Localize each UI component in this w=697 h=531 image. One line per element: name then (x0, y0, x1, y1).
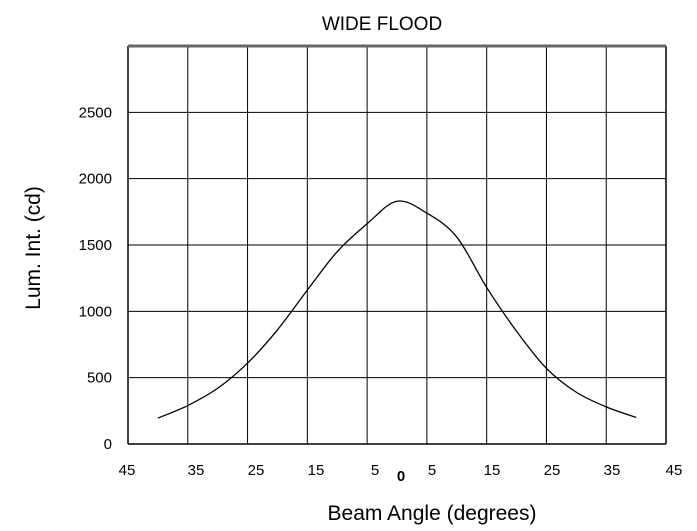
x-tick-label: 45 (666, 462, 683, 479)
y-tick-label: 1500 (79, 237, 112, 254)
series-line (157, 200, 637, 419)
y-tick-label: 500 (87, 370, 112, 387)
x-tick-labels: 45 35 25 15 5 0 5 15 25 35 45 (119, 462, 683, 485)
x-tick-label: 15 (484, 462, 501, 479)
x-tick-label: 5 (428, 462, 436, 479)
x-tick-label: 15 (308, 462, 325, 479)
x-tick-label: 25 (544, 462, 561, 479)
chart-title: WIDE FLOOD (322, 14, 442, 35)
y-tick-labels: 0 500 1000 1500 2000 2500 (79, 104, 112, 453)
x-tick-label: 0 (397, 468, 405, 485)
plot-frame (127, 44, 667, 445)
grid (128, 46, 666, 444)
x-axis-title: Beam Angle (degrees) (328, 502, 537, 525)
y-tick-label: 2500 (79, 104, 112, 121)
x-tick-label: 35 (188, 462, 205, 479)
x-tick-label: 25 (248, 462, 265, 479)
y-tick-label: 0 (104, 436, 112, 453)
series-layer (157, 200, 637, 419)
y-tick-label: 1000 (79, 303, 112, 320)
x-tick-label: 45 (119, 462, 136, 479)
y-axis-title: Lum. Int. (cd) (22, 186, 45, 310)
x-tick-label: 5 (371, 462, 379, 479)
y-tick-label: 2000 (79, 171, 112, 188)
x-tick-label: 35 (604, 462, 621, 479)
